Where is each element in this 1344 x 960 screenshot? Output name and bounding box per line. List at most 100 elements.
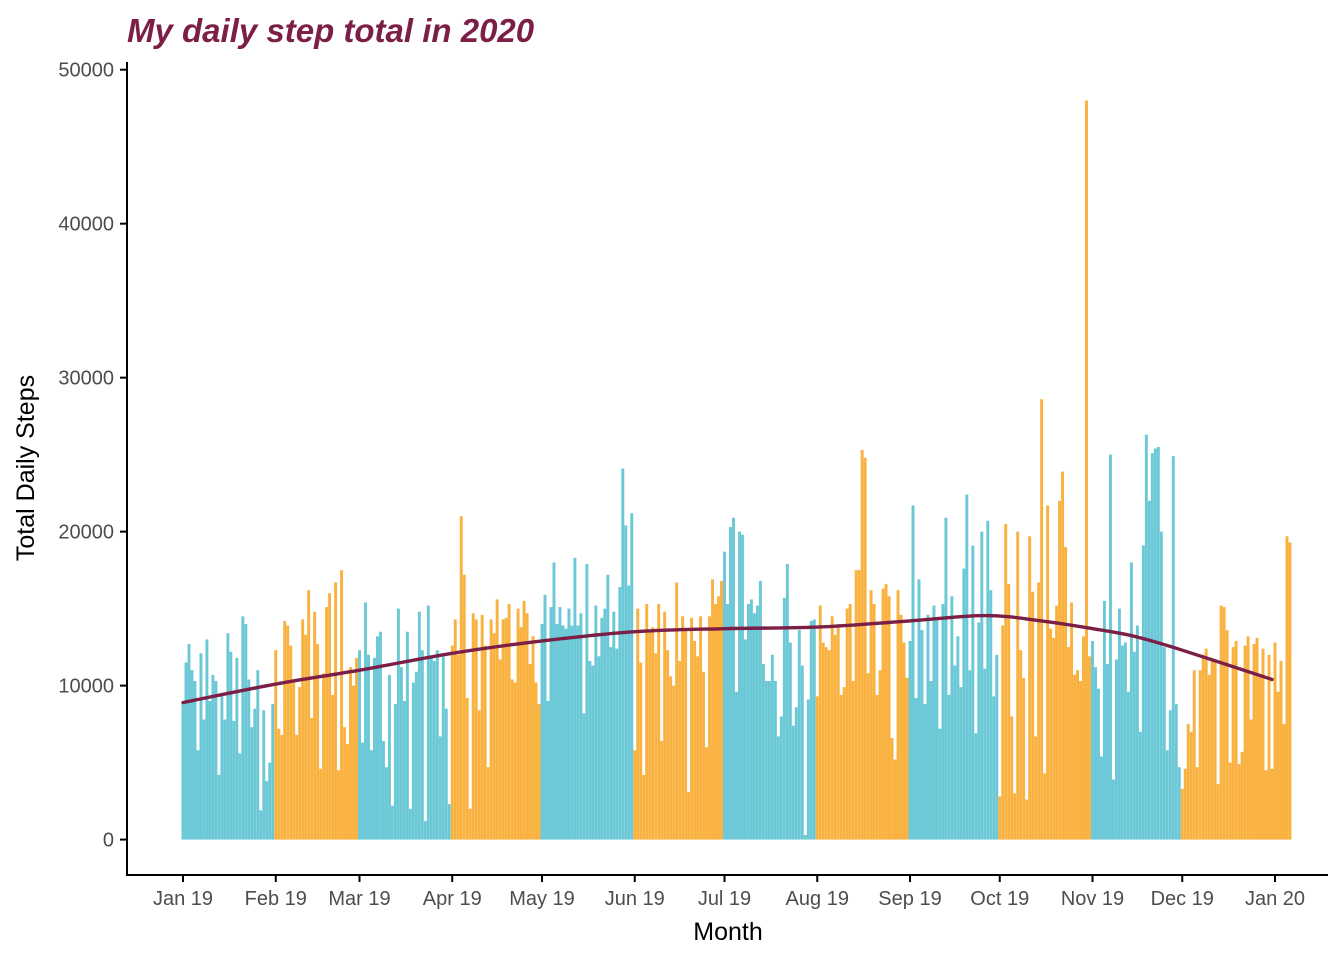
bar-jul-19-day-22 (785, 563, 789, 840)
bar-jun-19-day-9 (657, 604, 661, 840)
bar-nov-19-day-20 (1147, 500, 1151, 840)
bar-aug-19-day-23 (881, 588, 885, 840)
bar-jan-19-day-19 (235, 657, 239, 840)
bar-oct-19-day-6 (1013, 793, 1017, 840)
bar-dec-19-day-22 (1243, 645, 1247, 840)
bar-jul-19-day-2 (726, 604, 729, 840)
bar-nov-19-day-26 (1165, 750, 1169, 840)
bar-oct-19-day-18 (1049, 628, 1053, 840)
bar-jan-19-day-25 (253, 708, 257, 840)
bar-apr-19-day-6 (465, 697, 469, 840)
bar-jun-19-day-28 (714, 604, 717, 840)
bar-may-19-day-28 (621, 468, 625, 840)
bar-oct-19-day-8 (1019, 650, 1023, 840)
bar-nov-19-day-24 (1159, 531, 1163, 840)
bar-jan-19-day-1 (181, 704, 185, 840)
bar-jul-19-day-20 (779, 716, 783, 840)
bar-aug-19-day-11 (845, 608, 849, 840)
bar-oct-19-day-30 (1085, 100, 1088, 840)
bar-dec-19-day-7 (1198, 670, 1202, 840)
bar-feb-19-day-6 (289, 645, 293, 840)
bar-sep-19-day-25 (980, 531, 984, 840)
bar-dec-19-day-8 (1201, 654, 1205, 840)
bar-aug-19-day-14 (854, 570, 858, 840)
bar-dec-19-day-37 (1288, 542, 1292, 840)
bar-mar-19-day-13 (393, 704, 397, 840)
bar-jul-19-day-8 (743, 639, 747, 840)
bar-aug-19-day-13 (851, 680, 855, 840)
bar-sep-19-day-6 (923, 704, 927, 840)
bar-nov-19-day-7 (1108, 454, 1112, 840)
bar-aug-19-day-8 (836, 624, 840, 840)
x-tick-label: Apr 19 (423, 888, 482, 910)
bar-nov-19-day-15 (1132, 651, 1136, 840)
bar-apr-19-day-21 (510, 679, 514, 840)
bar-jan-19-day-15 (223, 719, 227, 840)
bar-jul-19-day-31 (812, 619, 816, 840)
bar-aug-19-day-18 (866, 673, 870, 840)
bar-oct-19-day-29 (1082, 636, 1085, 840)
bar-feb-19-day-10 (301, 619, 305, 840)
bar-jul-19-day-28 (803, 834, 807, 840)
bar-mar-19-day-14 (396, 608, 400, 840)
bar-apr-19-day-16 (495, 599, 499, 840)
bar-jul-19-day-16 (767, 680, 771, 840)
bar-dec-19-day-11 (1210, 657, 1214, 840)
bar-feb-19-day-14 (313, 611, 317, 840)
bar-apr-19-day-9 (474, 619, 478, 840)
bar-jan-19-day-5 (193, 680, 197, 840)
bar-apr-19-day-30 (537, 704, 541, 840)
bar-jan-19-day-18 (232, 721, 236, 840)
bar-dec-19-day-30 (1267, 654, 1271, 840)
bar-oct-19-day-11 (1028, 536, 1032, 840)
bar-sep-19-day-3 (914, 697, 918, 840)
bar-oct-19-day-3 (1004, 523, 1008, 840)
bar-mar-19-day-28 (438, 736, 442, 840)
bar-apr-19-day-24 (519, 627, 523, 840)
bar-jun-19-day-22 (696, 656, 700, 840)
x-tick-label: Jan 20 (1245, 888, 1305, 910)
bar-may-19-day-11 (570, 625, 574, 840)
trend-line (181, 613, 1274, 705)
bar-sep-19-day-11 (938, 728, 942, 840)
bar-dec-19-day-35 (1282, 724, 1286, 840)
bar-feb-19-day-18 (325, 607, 329, 840)
bar-jul-19-day-5 (735, 691, 738, 840)
bar-nov-19-day-22 (1153, 448, 1157, 840)
bar-mar-19-day-3 (364, 602, 367, 840)
bar-dec-19-day-31 (1270, 768, 1274, 840)
bar-jul-19-day-11 (752, 613, 756, 840)
bar-apr-19-day-29 (534, 682, 538, 840)
bar-may-19-day-7 (558, 607, 562, 840)
bar-aug-19-day-10 (842, 687, 846, 840)
bar-apr-19-day-18 (501, 619, 505, 840)
bar-nov-19-day-13 (1126, 691, 1130, 840)
bar-feb-19-day-4 (283, 620, 287, 840)
bar-feb-19-day-22 (337, 770, 341, 840)
bar-mar-19-day-4 (367, 654, 370, 840)
bar-nov-19-day-11 (1120, 645, 1124, 840)
bar-may-19-day-22 (603, 608, 607, 840)
bar-apr-19-day-25 (522, 600, 526, 840)
bar-jan-19-day-9 (205, 639, 209, 840)
bar-mar-19-day-20 (414, 671, 418, 840)
bar-jan-19-day-7 (199, 653, 203, 840)
bar-may-19-day-21 (600, 617, 604, 840)
bar-jun-19-day-13 (669, 676, 673, 840)
bar-jan-19-day-26 (256, 670, 260, 840)
bar-nov-19-day-8 (1111, 779, 1115, 840)
bar-dec-19-day-3 (1186, 724, 1190, 840)
bar-aug-19-day-22 (878, 670, 882, 840)
bar-apr-19-day-12 (483, 645, 487, 840)
bar-jun-19-day-26 (708, 616, 712, 840)
bar-sep-19-day-26 (983, 668, 987, 840)
y-tick-label: 10000 (58, 676, 114, 698)
bar-feb-19-day-15 (316, 644, 320, 840)
bar-nov-19-day-21 (1150, 453, 1154, 840)
bar-may-19-day-18 (591, 665, 595, 840)
bar-dec-19-day-25 (1252, 644, 1256, 840)
bar-mar-19-day-27 (435, 650, 439, 840)
bar-apr-19-day-14 (489, 619, 493, 840)
bar-jan-19-day-10 (208, 701, 212, 840)
